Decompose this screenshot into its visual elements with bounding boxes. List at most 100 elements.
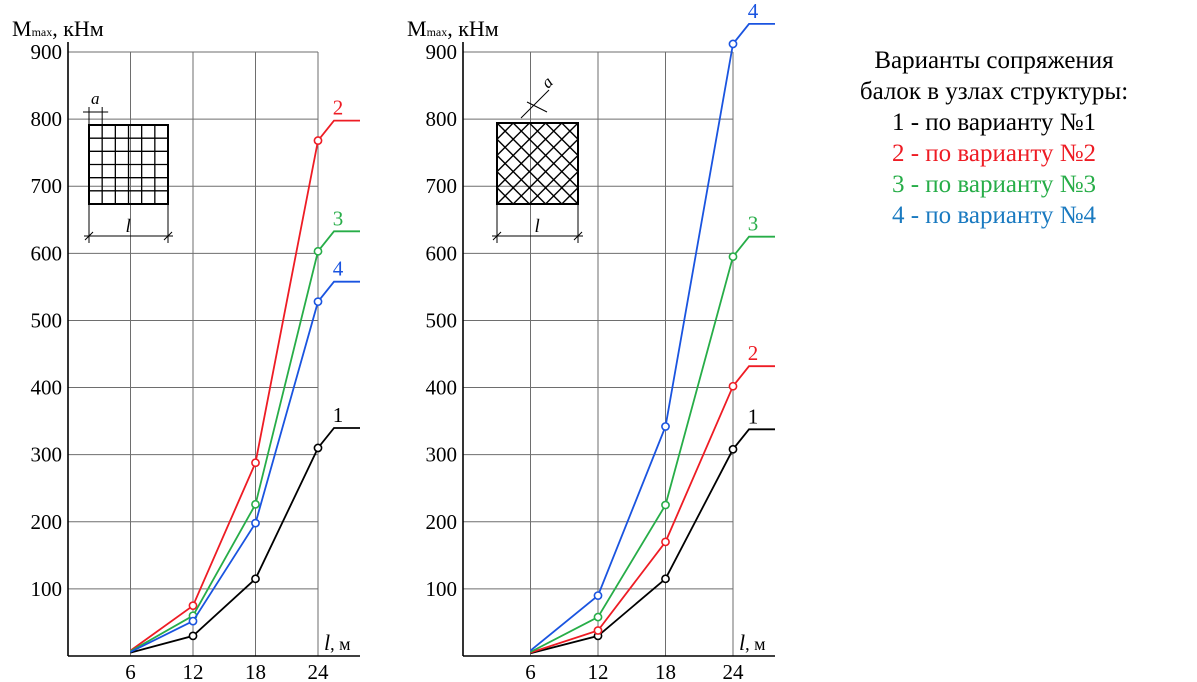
legend-item-mark: №3	[1059, 171, 1097, 198]
series-end-label: 2	[748, 341, 759, 365]
schematic-diagonal	[528, 154, 578, 204]
data-point	[593, 612, 603, 622]
data-point	[251, 499, 260, 509]
y-tick-label: 800	[426, 107, 458, 131]
dimension-label-l: l	[126, 216, 131, 237]
y-tick-label: 400	[426, 376, 458, 400]
dimension-tick	[573, 231, 583, 241]
y-tick-label: 500	[426, 308, 458, 332]
y-tick-label: 700	[31, 174, 63, 198]
y-tick-label: 200	[31, 510, 63, 534]
schematic-diagonals	[497, 123, 675, 204]
data-point	[313, 297, 323, 307]
x-tick-label: 6	[125, 660, 136, 682]
legend-item-sep: -	[904, 202, 926, 229]
x-tick-label: 6	[525, 660, 536, 682]
legend-item-mark: №1	[1059, 109, 1097, 136]
x-tick-label: 12	[183, 660, 204, 682]
data-point	[313, 136, 323, 145]
legend-item-number: 2	[891, 140, 905, 167]
series-end-label: 4	[333, 257, 344, 281]
series-line	[130, 427, 360, 654]
series-2: 2	[530, 341, 775, 654]
data-point	[251, 518, 260, 528]
schematic-diagonal	[497, 123, 563, 189]
series-end-label: 1	[748, 404, 759, 428]
series-4: 4	[529, 0, 775, 652]
schematic-diagonal	[594, 123, 675, 204]
dimension-tick	[163, 231, 173, 241]
series-line	[130, 230, 360, 653]
y-tick-label: 900	[31, 40, 63, 64]
y-tick-label: 900	[426, 40, 458, 64]
data-point	[188, 631, 198, 641]
data-point	[661, 422, 670, 431]
y-tick-label: 800	[31, 107, 63, 131]
data-point	[313, 246, 323, 256]
series-end-label: 2	[333, 96, 344, 120]
data-point	[251, 574, 260, 584]
y-tick-label: 100	[426, 577, 458, 601]
inset-schematic: al	[83, 89, 173, 243]
x-tick-label: 18	[655, 660, 676, 682]
schematic-diagonal	[497, 170, 530, 204]
schematic-diagonal	[545, 123, 578, 157]
data-point	[188, 601, 198, 611]
data-point	[661, 537, 670, 547]
series-2: 2	[129, 96, 360, 652]
schematic-diagonal	[577, 203, 578, 204]
series-end-label: 3	[748, 212, 759, 236]
x-tick-label: 12	[588, 660, 609, 682]
y-tick-label: 600	[426, 241, 458, 265]
legend-item-mark: №2	[1059, 140, 1097, 167]
series-line	[130, 280, 360, 653]
legend-title-line-2: балок в узлах структуры:	[859, 78, 1129, 105]
dimension-label-a: a	[537, 72, 556, 91]
data-point	[593, 591, 603, 600]
legend-title-line-1: Варианты сопряжения	[874, 47, 1114, 74]
inset-schematic: al	[492, 72, 675, 243]
legend-item-2: 2 - по варианту №2	[795, 138, 1193, 169]
schematic-diagonal	[497, 123, 578, 204]
legend-item-mark: №4	[1059, 202, 1097, 229]
data-point	[313, 443, 323, 453]
y-axis-title: Mmax, кНм	[407, 16, 499, 41]
dimension-label-l: l	[535, 216, 540, 237]
schematic-frame	[496, 122, 579, 205]
dimension-line	[526, 101, 548, 113]
y-tick-label: 500	[31, 308, 63, 332]
x-axis-title: l, м	[739, 630, 766, 655]
series-end-label: 1	[333, 403, 344, 427]
dimension-label-a: a	[91, 89, 100, 108]
schematic-diagonal	[512, 138, 578, 204]
series-3: 3	[530, 212, 775, 653]
schematic-diagonal	[561, 186, 578, 204]
x-tick-label: 24	[723, 660, 745, 682]
data-point	[728, 444, 738, 454]
gridlines	[463, 51, 734, 656]
legend-item-text: по варианту	[925, 109, 1060, 136]
legend-item-text: по варианту	[925, 202, 1060, 229]
dimension-tick	[84, 231, 94, 241]
legend-item-text: по варианту	[925, 140, 1060, 167]
y-axis-title: Mmax, кНм	[12, 16, 104, 41]
schematic-diagonal	[545, 170, 578, 204]
data-point	[728, 252, 738, 262]
dimension-line	[520, 89, 550, 119]
series-end-label: 3	[333, 206, 344, 230]
schematic-diagonal	[497, 123, 514, 141]
data-point	[593, 626, 603, 635]
data-point	[251, 458, 260, 468]
legend-item-sep: -	[904, 140, 926, 167]
series-line	[530, 428, 775, 655]
legend-item-3: 3 - по варианту №3	[795, 169, 1193, 200]
schematic-diagonal	[497, 123, 547, 173]
y-tick-label: 200	[426, 510, 458, 534]
data-point	[661, 500, 670, 510]
legend-item-number: 1	[891, 109, 905, 136]
x-tick-label: 18	[245, 660, 266, 682]
series-line	[530, 235, 775, 653]
